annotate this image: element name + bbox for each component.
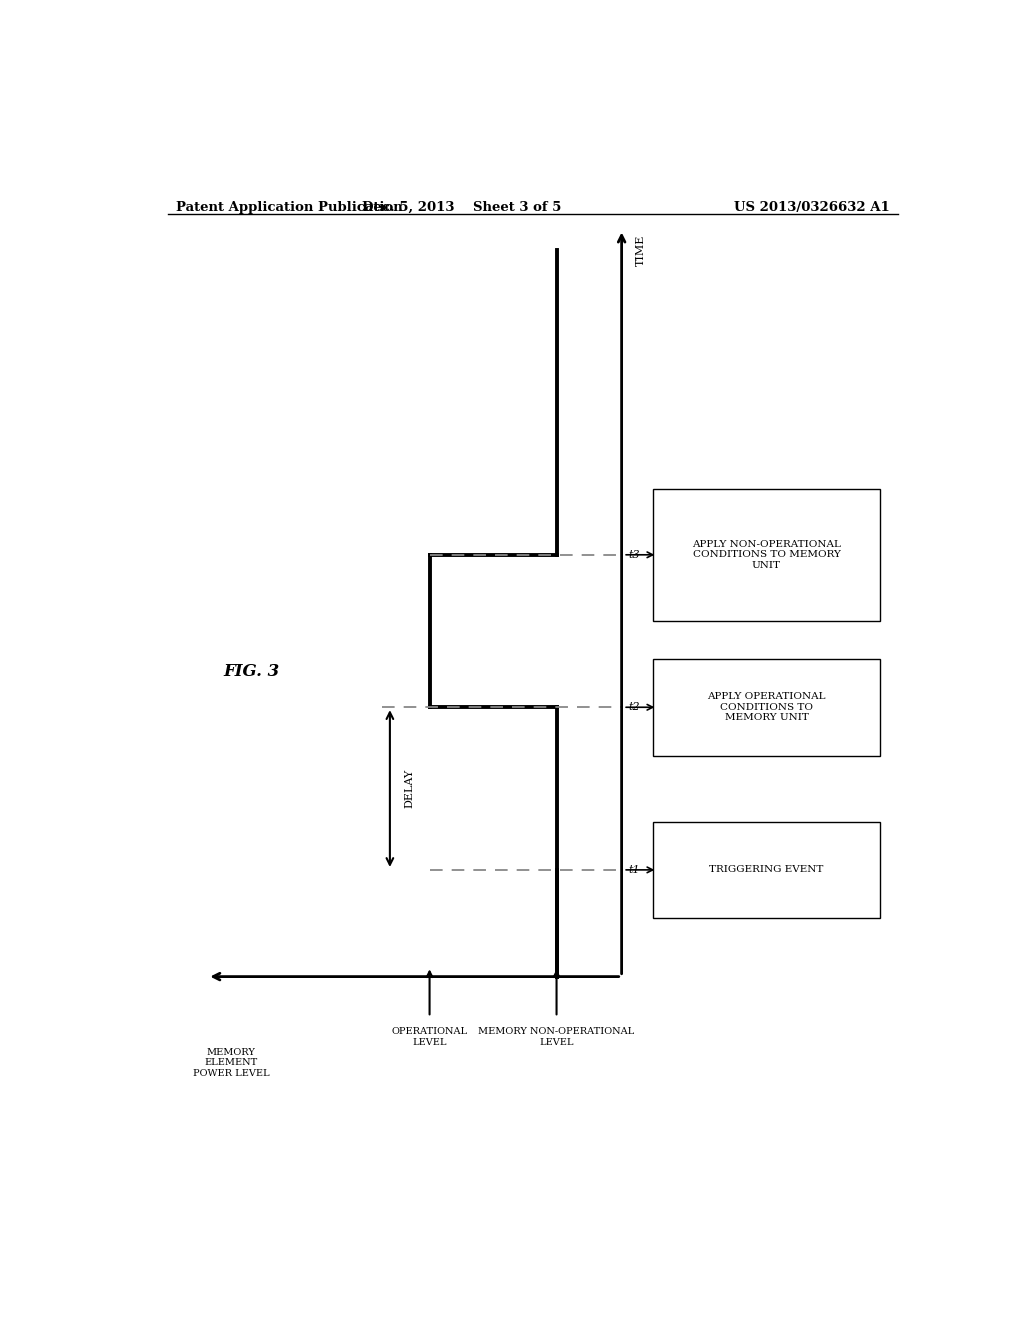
Bar: [653, 821, 880, 919]
Text: MEMORY
ELEMENT
POWER LEVEL: MEMORY ELEMENT POWER LEVEL: [193, 1048, 269, 1077]
Text: TRIGGERING EVENT: TRIGGERING EVENT: [710, 866, 823, 874]
Bar: [653, 488, 880, 620]
Text: APPLY NON-OPERATIONAL
CONDITIONS TO MEMORY
UNIT: APPLY NON-OPERATIONAL CONDITIONS TO MEMO…: [692, 540, 841, 570]
Text: APPLY OPERATIONAL
CONDITIONS TO
MEMORY UNIT: APPLY OPERATIONAL CONDITIONS TO MEMORY U…: [708, 693, 825, 722]
Text: DELAY: DELAY: [404, 770, 414, 808]
Text: FIG. 3: FIG. 3: [223, 663, 280, 680]
Text: Dec. 5, 2013    Sheet 3 of 5: Dec. 5, 2013 Sheet 3 of 5: [361, 201, 561, 214]
Text: US 2013/0326632 A1: US 2013/0326632 A1: [734, 201, 890, 214]
Text: TIME: TIME: [636, 234, 646, 265]
Text: t2: t2: [628, 702, 640, 713]
Text: MEMORY NON-OPERATIONAL
LEVEL: MEMORY NON-OPERATIONAL LEVEL: [478, 1027, 635, 1047]
Text: t1: t1: [628, 865, 640, 875]
Text: Patent Application Publication: Patent Application Publication: [176, 201, 402, 214]
Text: t3: t3: [628, 550, 640, 560]
Bar: [653, 659, 880, 755]
Text: OPERATIONAL
LEVEL: OPERATIONAL LEVEL: [391, 1027, 468, 1047]
